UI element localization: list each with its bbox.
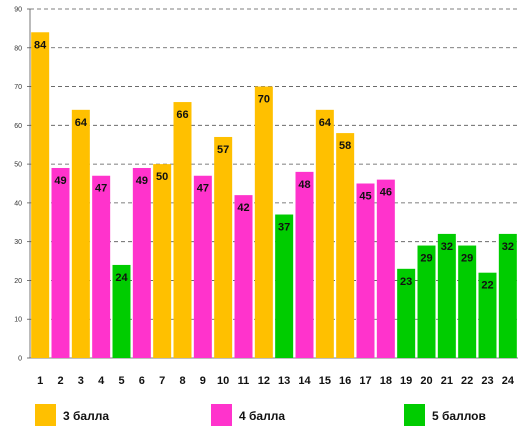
y-tick-label: 60: [14, 123, 22, 130]
x-tick-label: 19: [400, 375, 412, 387]
bar: [498, 233, 517, 358]
bar: [132, 167, 151, 358]
legend-swatch: [211, 404, 232, 426]
data-label: 42: [237, 202, 249, 214]
bar: [478, 272, 497, 358]
data-label: 29: [420, 253, 432, 265]
bar: [112, 264, 131, 358]
data-label: 64: [319, 117, 332, 129]
bar: [417, 245, 436, 358]
data-label: 47: [95, 183, 107, 195]
legend-label: 5 баллов: [432, 409, 486, 423]
data-label: 84: [34, 39, 47, 51]
x-tick-label: 16: [339, 375, 351, 387]
x-tick-label: 14: [298, 375, 311, 387]
legend-label: 3 балла: [63, 409, 109, 423]
bar: [376, 179, 395, 358]
bar: [51, 167, 70, 358]
x-tick-label: 12: [258, 375, 270, 387]
y-tick-label: 50: [14, 162, 22, 169]
bar: [254, 86, 273, 359]
grid-lines: [30, 8, 518, 320]
x-tick-label: 6: [139, 375, 145, 387]
y-tick-label: 30: [14, 239, 22, 246]
data-label: 23: [400, 276, 412, 288]
x-tick-label: 8: [179, 375, 185, 387]
data-label: 47: [197, 183, 209, 195]
x-tick-label: 24: [502, 375, 515, 387]
x-tick-label: 18: [380, 375, 392, 387]
bar: [71, 109, 90, 358]
bar: [153, 164, 172, 358]
x-tick-label: 21: [441, 375, 453, 387]
x-tick-label: 17: [359, 375, 371, 387]
legend-label: 4 балла: [239, 409, 285, 423]
data-label: 46: [380, 187, 392, 199]
x-tick-label: 7: [159, 375, 165, 387]
data-label: 49: [54, 175, 66, 187]
bar: [173, 102, 192, 358]
x-tick-label: 10: [217, 375, 229, 387]
x-tick-label: 3: [78, 375, 84, 387]
x-tick-label: 2: [57, 375, 63, 387]
y-tick-label: 90: [14, 7, 22, 14]
y-tick-label: 40: [14, 200, 22, 207]
data-label: 29: [461, 253, 473, 265]
legend-swatch: [35, 404, 56, 426]
bar: [315, 109, 334, 358]
data-label: 45: [359, 191, 371, 203]
x-tick-label: 15: [319, 375, 331, 387]
x-tick-label: 22: [461, 375, 473, 387]
bar: [458, 245, 477, 358]
bar: [92, 175, 111, 358]
data-label: 48: [298, 179, 310, 191]
legend-swatch: [404, 404, 425, 426]
bar: [356, 183, 375, 358]
y-tick-label: 10: [14, 317, 22, 324]
data-label: 37: [278, 222, 290, 234]
data-label: 57: [217, 144, 229, 156]
data-label: 50: [156, 171, 168, 183]
data-label: 49: [136, 175, 148, 187]
bar: [437, 233, 456, 358]
bar: [275, 214, 294, 358]
data-label: 58: [339, 140, 351, 152]
bar: [193, 175, 212, 358]
data-label: 64: [75, 117, 88, 129]
x-tick-label: 20: [420, 375, 432, 387]
y-tick-label: 0: [18, 356, 22, 363]
x-tick-label: 9: [200, 375, 206, 387]
x-tick-label: 4: [98, 375, 105, 387]
x-tick-label: 1: [37, 375, 43, 387]
data-label: 22: [481, 280, 493, 292]
data-label: 32: [441, 241, 453, 253]
bars: [31, 32, 517, 359]
bar: [234, 195, 253, 358]
y-tick-label: 80: [14, 45, 22, 52]
data-label: 24: [115, 272, 128, 284]
legend-item: 4 балла: [211, 404, 285, 426]
x-tick-label: 13: [278, 375, 290, 387]
data-label: 66: [176, 109, 188, 121]
legend-item: 5 баллов: [404, 404, 486, 426]
bar: [336, 133, 355, 358]
bar: [31, 32, 50, 359]
x-tick-label: 11: [238, 375, 250, 387]
x-tick-label: 23: [481, 375, 493, 387]
data-label: 70: [258, 94, 270, 106]
data-label: 32: [502, 241, 514, 253]
y-tick-label: 70: [14, 84, 22, 91]
bar: [214, 136, 233, 358]
x-tick-label: 5: [118, 375, 124, 387]
legend: 3 балла 4 балла 5 баллов: [35, 404, 486, 426]
y-tick-label: 20: [14, 278, 22, 285]
bar: [397, 268, 416, 358]
legend-item: 3 балла: [35, 404, 109, 426]
bar: [295, 171, 314, 358]
data-labels: 84 49 64 47 24 49 50 66 47 57 42 70 37 48 64 58 45 46 23 29…: [34, 39, 514, 291]
